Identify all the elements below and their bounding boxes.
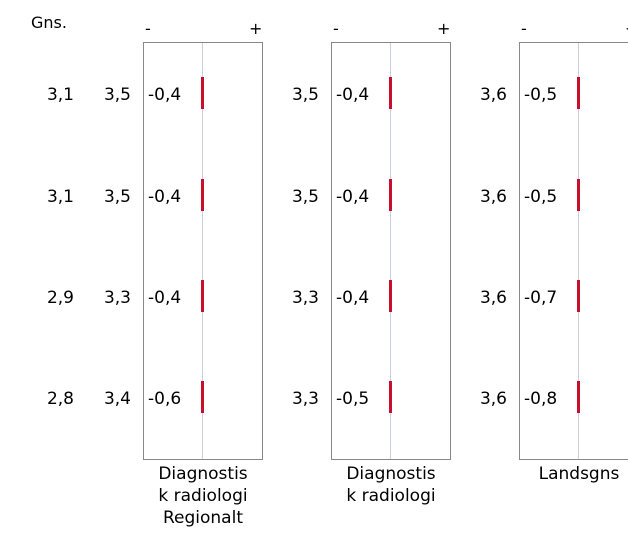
- row-value: 3,3: [103, 288, 131, 308]
- diff-label: -0,6: [148, 389, 182, 409]
- diff-bar: [201, 381, 204, 413]
- row-value: 3,6: [479, 389, 507, 409]
- diff-label: -0,7: [524, 288, 558, 308]
- panel-box: [519, 42, 628, 460]
- panel-label: k radiologi: [158, 486, 248, 506]
- minus-label: -: [145, 19, 151, 38]
- diff-label: -0,4: [336, 187, 370, 207]
- gns-header: Gns.: [31, 13, 67, 32]
- diff-label: -0,4: [148, 85, 182, 105]
- minus-label: -: [521, 19, 527, 38]
- row-value: 3,5: [103, 187, 131, 207]
- row-value: 3,6: [479, 187, 507, 207]
- row-value: 3,5: [291, 187, 319, 207]
- diff-label: -0,4: [336, 288, 370, 308]
- gns-value: 2,8: [46, 389, 74, 409]
- row-value: 3,3: [291, 288, 319, 308]
- diff-label: -0,5: [336, 389, 370, 409]
- diff-bar: [389, 280, 392, 312]
- row-value: 3,5: [103, 85, 131, 105]
- panel-label: Regionalt: [162, 508, 243, 528]
- row-value: 3,5: [291, 85, 319, 105]
- diff-bar: [577, 381, 580, 413]
- zero-line: [202, 43, 203, 459]
- diff-bar: [389, 77, 392, 109]
- gns-value: 3,1: [46, 85, 74, 105]
- diff-label: -0,4: [148, 187, 182, 207]
- diff-bar: [577, 77, 580, 109]
- plus-label: +: [625, 20, 628, 38]
- zero-line: [578, 43, 579, 459]
- gns-value: 2,9: [46, 288, 74, 308]
- gns-value: 3,1: [46, 187, 74, 207]
- minus-label: -: [333, 19, 339, 38]
- diff-bar: [201, 77, 204, 109]
- diff-bar: [389, 381, 392, 413]
- diff-bar: [201, 280, 204, 312]
- row-value: 3,6: [479, 288, 507, 308]
- diff-bar: [577, 280, 580, 312]
- panel-label: k radiologi: [346, 486, 436, 506]
- row-value: 3,3: [291, 389, 319, 409]
- diff-label: -0,4: [336, 85, 370, 105]
- plus-label: +: [437, 19, 451, 38]
- row-value: 3,4: [103, 389, 131, 409]
- zero-line: [390, 43, 391, 459]
- diff-bar: [201, 179, 204, 211]
- panel-label: Diagnostis: [158, 464, 248, 484]
- panel-label: Diagnostis: [346, 464, 436, 484]
- panel-label: Landsgns: [538, 464, 620, 484]
- diff-label: -0,4: [148, 288, 182, 308]
- diff-label: -0,5: [524, 85, 558, 105]
- plus-label: +: [249, 19, 263, 38]
- diff-label: -0,8: [524, 389, 558, 409]
- diff-bar: [577, 179, 580, 211]
- row-value: 3,6: [479, 85, 507, 105]
- diff-label: -0,5: [524, 187, 558, 207]
- diff-bar: [389, 179, 392, 211]
